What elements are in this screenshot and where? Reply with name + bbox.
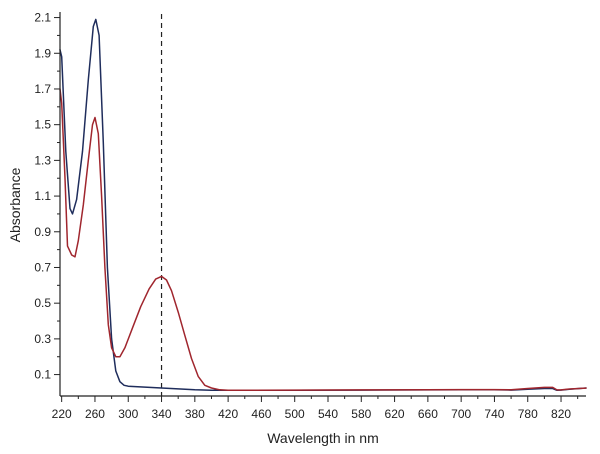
x-tick-label: 660: [418, 407, 438, 421]
x-tick-label: 620: [385, 407, 405, 421]
x-tick-label: 260: [85, 407, 105, 421]
x-tick-label: 780: [518, 407, 538, 421]
y-tick-label: 0.5: [34, 296, 51, 310]
x-tick-label: 540: [318, 407, 338, 421]
x-tick-label: 460: [251, 407, 271, 421]
x-tick-label: 500: [285, 407, 305, 421]
y-tick-label: 1.7: [34, 82, 51, 96]
x-tick-label: 340: [152, 407, 172, 421]
series-group: [59, 18, 587, 392]
y-tick-label: 0.3: [34, 332, 51, 346]
x-tick-label: 740: [484, 407, 504, 421]
x-axis-label: Wavelength in nm: [267, 430, 379, 446]
y-tick-label: 0.1: [34, 368, 51, 382]
y-tick-label: 2.1: [34, 11, 51, 25]
y-tick-label: 0.7: [34, 260, 51, 274]
y-tick-label: 0.9: [34, 225, 51, 239]
y-axis-ticks: 0.1 0.3 0.5 0.7 0.9 1.1 1.3 1.5 1.7 1.9 2.1: [34, 11, 60, 382]
x-tick-label: 380: [185, 407, 205, 421]
x-tick-label: 820: [551, 407, 571, 421]
x-tick-label: 700: [451, 407, 471, 421]
x-tick-label: 580: [351, 407, 371, 421]
x-tick-label: 420: [218, 407, 238, 421]
y-tick-label: 1.1: [34, 189, 51, 203]
y-tick-label: 1.3: [34, 153, 51, 167]
x-axis-ticks: 220 260 300 340 380 420 460 500 540 580 620 660 700 7…: [52, 396, 579, 421]
x-tick-label: 220: [52, 407, 72, 421]
y-tick-label: 1.5: [34, 118, 51, 132]
series-line-2: [59, 88, 587, 392]
series-line-1: [59, 18, 587, 392]
x-tick-label: 300: [118, 407, 138, 421]
y-axis-label: Absorbance: [7, 167, 23, 242]
y-tick-label: 1.9: [34, 46, 51, 60]
